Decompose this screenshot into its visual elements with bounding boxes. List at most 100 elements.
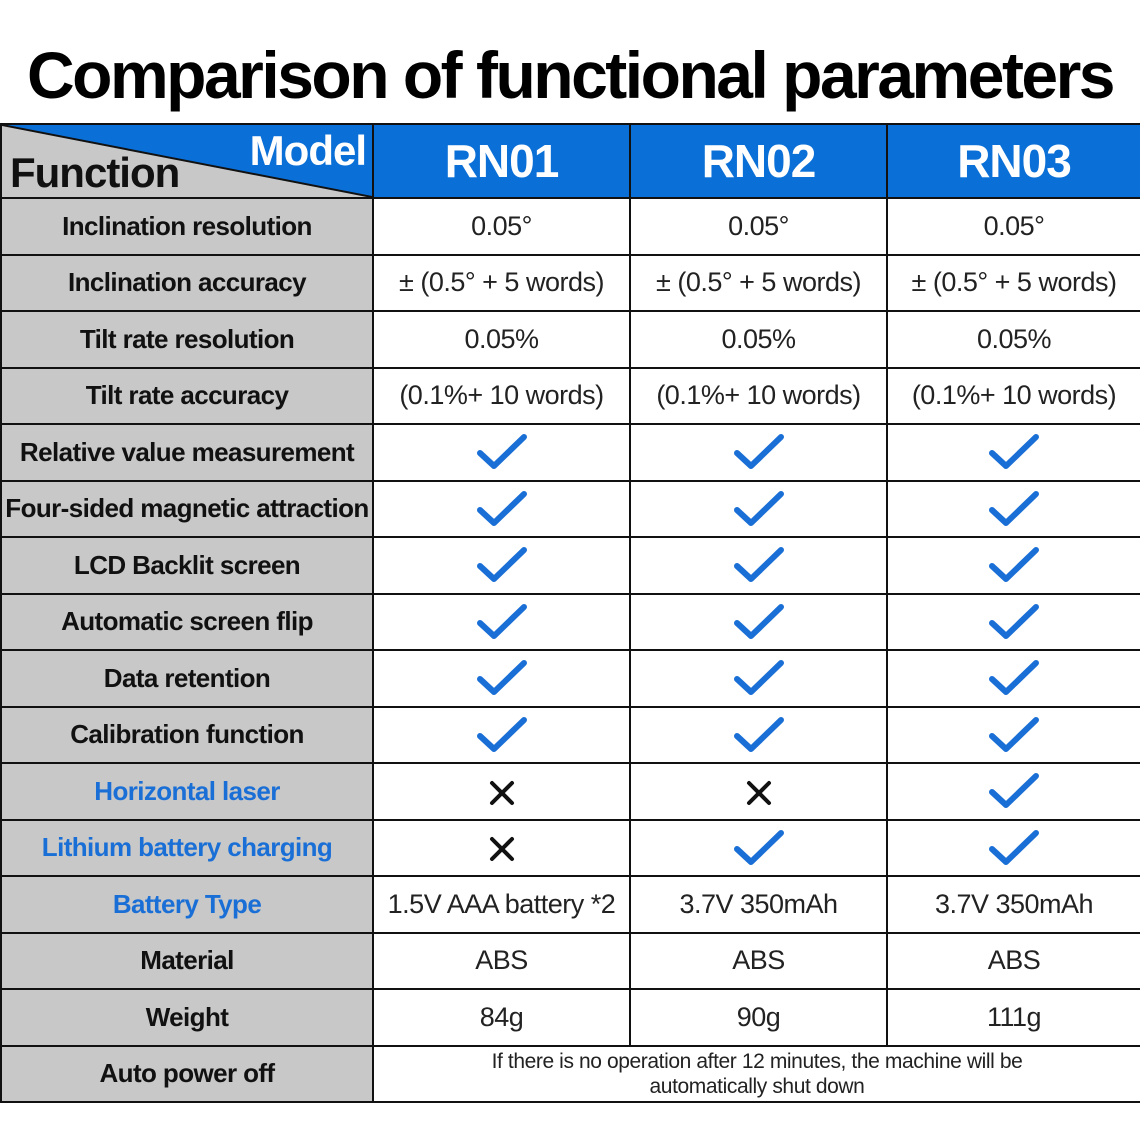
value-cell: ABS (886, 931, 1140, 990)
unsupported-cell (372, 762, 631, 821)
corner-header-cell: Model Function (0, 123, 374, 199)
supported-cell (372, 479, 631, 538)
model-header-rn01: RN01 (372, 123, 631, 199)
value-cell: 90g (629, 988, 888, 1047)
table-row: Auto power off If there is no operation a… (0, 1044, 1140, 1103)
value-cell: 0.05% (886, 310, 1140, 369)
function-name: Battery Type (0, 875, 374, 934)
check-icon (989, 829, 1039, 865)
check-icon (733, 490, 784, 526)
check-icon (989, 434, 1039, 470)
supported-cell (629, 818, 888, 877)
check-icon (989, 490, 1039, 526)
supported-cell (372, 705, 631, 764)
cross-icon (489, 837, 514, 862)
supported-cell (886, 536, 1140, 595)
cross-icon (489, 780, 514, 805)
check-icon (733, 829, 784, 865)
value-cell: 0.05% (629, 310, 888, 369)
function-name: Data retention (0, 649, 374, 708)
value-cell: (0.1%+ 10 words) (886, 366, 1140, 425)
value-cell: ± (0.5° + 5 words) (629, 253, 888, 312)
value-cell: (0.1%+ 10 words) (372, 366, 631, 425)
value-cell: (0.1%+ 10 words) (629, 366, 888, 425)
value-cell: ± (0.5° + 5 words) (372, 253, 631, 312)
table-row: Inclination resolution 0.05° 0.05° 0.05° (0, 197, 1140, 256)
supported-cell (372, 649, 631, 708)
table-row: Lithium battery charging (0, 818, 1140, 877)
supported-cell (886, 423, 1140, 482)
check-icon (476, 547, 527, 583)
supported-cell (886, 818, 1140, 877)
check-icon (989, 773, 1039, 809)
table-row: Relative value measurement (0, 423, 1140, 482)
check-icon (476, 660, 527, 696)
check-icon (476, 716, 527, 752)
supported-cell (629, 479, 888, 538)
value-cell: 3.7V 350mAh (629, 875, 888, 934)
value-cell: 0.05° (372, 197, 631, 256)
model-label: Model (249, 127, 367, 174)
function-name: Four-sided magnetic attraction (0, 479, 374, 538)
table-row: Tilt rate accuracy (0.1%+ 10 words) (0.1%+… (0, 366, 1140, 425)
function-name: Tilt rate accuracy (0, 366, 374, 425)
unsupported-cell (372, 818, 631, 877)
supported-cell (886, 762, 1140, 821)
function-name: Material (0, 931, 374, 990)
function-name: Auto power off (0, 1044, 374, 1103)
value-cell: 0.05% (372, 310, 631, 369)
function-name: Relative value measurement (0, 423, 374, 482)
check-icon (476, 603, 527, 639)
table-row: Calibration function (0, 705, 1140, 764)
supported-cell (629, 423, 888, 482)
supported-cell (629, 705, 888, 764)
check-icon (733, 603, 784, 639)
value-cell: ± (0.5° + 5 words) (886, 253, 1140, 312)
value-cell: 84g (372, 988, 631, 1047)
cross-icon (746, 780, 771, 805)
check-icon (989, 603, 1039, 639)
value-cell: ABS (372, 931, 631, 990)
comparison-table: Model Function RN01 RN02 RN03 Inclinatio… (0, 123, 1140, 1103)
function-label: Function (10, 149, 180, 196)
check-icon (733, 434, 784, 470)
function-name: Inclination resolution (0, 197, 374, 256)
check-icon (476, 490, 527, 526)
value-cell: 0.05° (886, 197, 1140, 256)
table-row: Data retention (0, 649, 1140, 708)
diagonal-split (3, 126, 371, 196)
table-row: Inclination accuracy ± (0.5° + 5 words) ± … (0, 253, 1140, 312)
value-cell: 3.7V 350mAh (886, 875, 1140, 934)
function-name: Lithium battery charging (0, 818, 374, 877)
value-cell: 0.05° (629, 197, 888, 256)
function-name: Inclination accuracy (0, 253, 374, 312)
function-name: Automatic screen flip (0, 592, 374, 651)
supported-cell (372, 423, 631, 482)
function-name: Calibration function (0, 705, 374, 764)
supported-cell (372, 536, 631, 595)
table-row: Material ABS ABS ABS (0, 931, 1140, 990)
check-icon (989, 547, 1039, 583)
value-cell: 1.5V AAA battery *2 (372, 875, 631, 934)
check-icon (989, 716, 1039, 752)
function-name: Tilt rate resolution (0, 310, 374, 369)
check-icon (989, 660, 1039, 696)
supported-cell (629, 536, 888, 595)
function-name: Horizontal laser (0, 762, 374, 821)
table-row: LCD Backlit screen (0, 536, 1140, 595)
check-icon (733, 716, 784, 752)
value-cell: ABS (629, 931, 888, 990)
supported-cell (886, 479, 1140, 538)
table-row: Weight 84g 90g 111g (0, 988, 1140, 1047)
auto-power-off-note: If there is no operation after 12 minute… (372, 1044, 1140, 1103)
table-row: Four-sided magnetic attraction (0, 479, 1140, 538)
model-header-rn02: RN02 (629, 123, 888, 199)
function-name: Weight (0, 988, 374, 1047)
table-row: Battery Type 1.5V AAA battery *2 3.7V 350m… (0, 875, 1140, 934)
check-icon (733, 660, 784, 696)
supported-cell (629, 649, 888, 708)
model-header-rn03: RN03 (886, 123, 1140, 199)
value-cell: 111g (886, 988, 1140, 1047)
function-name: LCD Backlit screen (0, 536, 374, 595)
supported-cell (372, 592, 631, 651)
